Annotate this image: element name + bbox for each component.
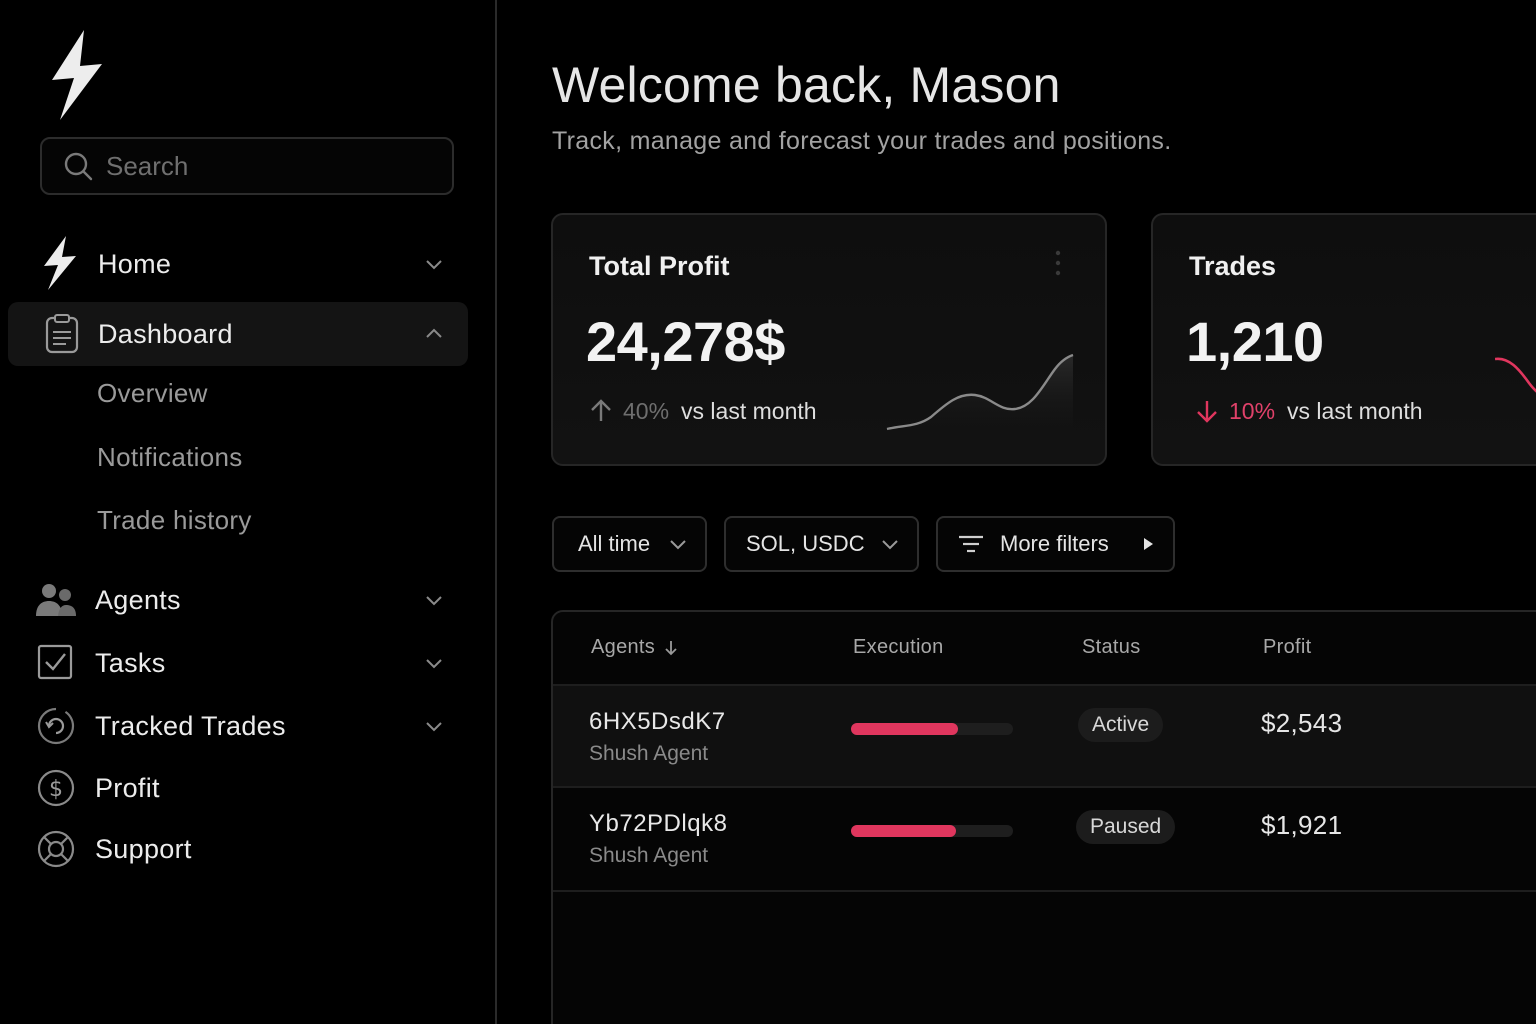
chevron-down-icon[interactable] xyxy=(422,714,446,738)
sparkline-chart xyxy=(1495,357,1536,393)
execution-progress-bar xyxy=(851,723,1013,735)
nav-label-tasks: Tasks xyxy=(95,647,166,678)
column-header-status[interactable]: Status xyxy=(1082,636,1141,658)
filter-label: More filters xyxy=(1000,531,1109,556)
chevron-down-icon xyxy=(670,540,686,550)
column-label: Agents xyxy=(591,636,656,658)
filter-label: SOL, USDC xyxy=(746,531,865,556)
card-title: Trades xyxy=(1189,251,1277,281)
nav-item-home[interactable]: Home xyxy=(8,232,468,296)
delta-text: vs last month xyxy=(681,397,817,424)
delta-percent: 40% xyxy=(623,397,670,424)
logo-bolt-icon[interactable] xyxy=(46,28,108,122)
nav-item-tasks[interactable]: Tasks xyxy=(8,631,468,695)
card-total-profit[interactable]: Total Profit 24,278$ 40% vs last month xyxy=(551,213,1107,466)
card-delta: 10% vs last month xyxy=(1193,397,1423,425)
page-subtitle: Track, manage and forecast your trades a… xyxy=(552,127,1172,155)
lifebuoy-icon xyxy=(36,827,80,871)
nav-item-support[interactable]: Support xyxy=(8,817,468,881)
agent-id: 6HX5DsdK7 xyxy=(589,708,726,735)
column-header-execution[interactable]: Execution xyxy=(853,636,944,658)
table-row[interactable]: Yb72PDlqk8 Shush Agent Paused $1,921 xyxy=(553,788,1536,892)
search-input[interactable] xyxy=(106,150,426,182)
nav-item-tracked-trades[interactable]: Tracked Trades xyxy=(8,694,468,758)
refresh-circle-icon xyxy=(36,704,80,748)
status-badge: Active xyxy=(1078,708,1164,742)
execution-progress-bar xyxy=(851,825,1013,837)
nav-label-home: Home xyxy=(98,248,172,279)
filter-lines-icon xyxy=(959,535,983,553)
status-badge: Paused xyxy=(1076,810,1176,844)
nav-label-profit: Profit xyxy=(95,772,160,803)
chevron-down-icon[interactable] xyxy=(422,252,446,276)
users-icon xyxy=(34,578,78,622)
arrow-up-icon xyxy=(591,399,611,421)
nav-item-dashboard[interactable]: Dashboard xyxy=(8,302,468,366)
nav-label-agents: Agents xyxy=(95,584,181,615)
search-field[interactable] xyxy=(40,137,454,195)
more-options-icon[interactable] xyxy=(1055,249,1061,279)
profit-value: $2,543 xyxy=(1261,708,1343,738)
chevron-up-icon[interactable] xyxy=(422,322,446,346)
nav-item-agents[interactable]: Agents xyxy=(8,568,468,632)
sort-arrow-down-icon xyxy=(665,640,677,655)
card-delta: 40% vs last month xyxy=(587,397,817,425)
column-header-profit[interactable]: Profit xyxy=(1263,636,1312,658)
card-title: Total Profit xyxy=(589,251,730,281)
svg-text:$: $ xyxy=(49,777,63,802)
chevron-down-icon[interactable] xyxy=(422,651,446,675)
nav-item-profit[interactable]: $ Profit xyxy=(8,756,468,820)
column-header-agents[interactable]: Agents xyxy=(591,636,679,659)
card-value: 24,278$ xyxy=(586,310,785,373)
nav-label-tracked-trades: Tracked Trades xyxy=(95,710,286,741)
agents-table: Agents Execution Status Profit 6HX5DsdK7… xyxy=(551,610,1536,1024)
filter-tokens[interactable]: SOL, USDC xyxy=(724,516,919,572)
delta-percent: 10% xyxy=(1229,397,1276,424)
execution-progress-fill xyxy=(851,825,957,837)
chevron-down-icon[interactable] xyxy=(422,588,446,612)
arrow-down-icon xyxy=(1197,401,1217,423)
search-icon xyxy=(64,152,93,181)
agent-type: Shush Agent xyxy=(589,742,709,765)
profit-value: $1,921 xyxy=(1261,810,1343,840)
delta-text: vs last month xyxy=(1287,397,1423,424)
chevron-down-icon xyxy=(882,540,898,550)
filter-time-range[interactable]: All time xyxy=(552,516,707,572)
nav-label-dashboard: Dashboard xyxy=(98,318,233,349)
checkbox-icon xyxy=(34,641,78,685)
sidebar: Home Dashboard Overview Notific xyxy=(0,0,497,1024)
card-value: 1,210 xyxy=(1186,310,1324,373)
sidebar-subitem-notifications[interactable]: Notifications xyxy=(97,442,243,472)
filter-label: All time xyxy=(578,531,651,556)
sidebar-subitem-trade-history[interactable]: Trade history xyxy=(97,505,252,535)
agent-id: Yb72PDlqk8 xyxy=(589,810,728,837)
caret-right-icon xyxy=(1144,538,1153,550)
nav-label-support: Support xyxy=(95,833,192,864)
clipboard-icon xyxy=(40,312,84,356)
card-trades[interactable]: Trades 1,210 10% vs last month xyxy=(1151,213,1536,466)
sidebar-subitem-overview[interactable]: Overview xyxy=(97,378,208,408)
bolt-icon xyxy=(40,234,80,292)
dollar-circle-icon: $ xyxy=(36,766,80,810)
filter-more[interactable]: More filters xyxy=(936,516,1175,572)
page-title: Welcome back, Mason xyxy=(552,57,1061,113)
execution-progress-fill xyxy=(851,723,958,735)
table-row[interactable]: 6HX5DsdK7 Shush Agent Active $2,543 xyxy=(553,684,1536,788)
sparkline-chart xyxy=(886,353,1074,445)
main-content: Welcome back, Mason Track, manage and fo… xyxy=(499,0,1536,1024)
agent-type: Shush Agent xyxy=(589,844,709,867)
